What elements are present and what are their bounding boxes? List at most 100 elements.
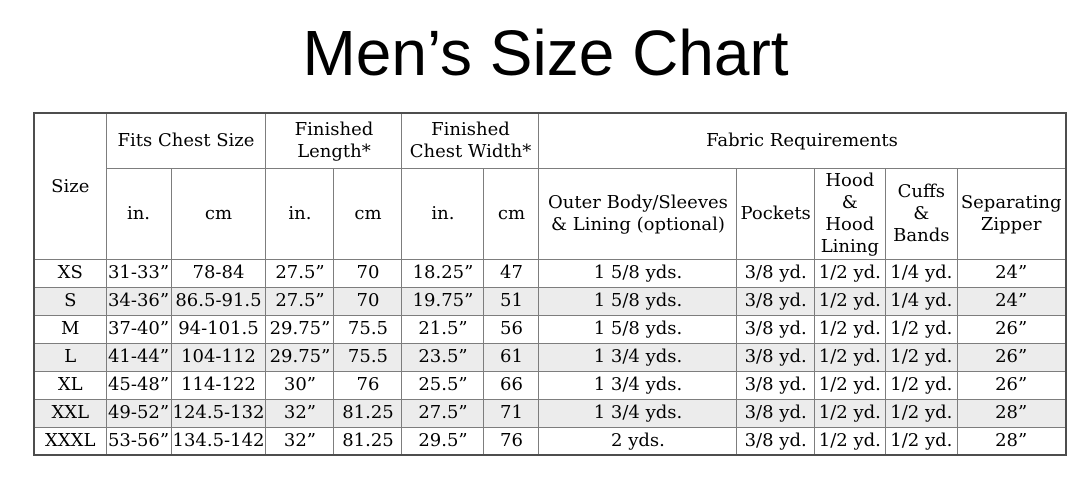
cell-finished-length-in: 29.75” bbox=[265, 342, 335, 372]
cell-fits-chest-cm: 104-112 bbox=[170, 342, 267, 372]
cell-fits-chest-in: 53-56” bbox=[105, 426, 172, 456]
size-row-xl: XL 45-48” 114-122 30” 76 25.5” 66 1 3/4 … bbox=[33, 370, 1067, 400]
cell-pockets: 3/8 yd. bbox=[736, 286, 815, 316]
cell-finished-width-cm: 47 bbox=[483, 258, 540, 288]
cell-fits-chest-in: 49-52” bbox=[105, 398, 172, 428]
cell-finished-width-in: 18.25” bbox=[401, 258, 485, 288]
subheader-zipper: Separating Zipper bbox=[956, 167, 1067, 260]
subheader-fits-chest-cm: cm bbox=[170, 167, 267, 260]
cell-finished-length-cm: 81.25 bbox=[333, 426, 403, 456]
cell-zipper: 26” bbox=[956, 370, 1067, 400]
cell-outer-body: 1 3/4 yds. bbox=[538, 398, 738, 428]
size-row-xxxl: XXXL 53-56” 134.5-142 32” 81.25 29.5” 76… bbox=[33, 426, 1067, 456]
subheader-hood: Hood & Hood Lining bbox=[813, 167, 886, 260]
page-title: Men’s Size Chart bbox=[302, 17, 789, 89]
cell-cuffs: 1/2 yd. bbox=[884, 314, 958, 344]
cell-cuffs: 1/2 yd. bbox=[884, 426, 958, 456]
cell-finished-length-in: 29.75” bbox=[265, 314, 335, 344]
cell-finished-width-in: 19.75” bbox=[401, 286, 485, 316]
cell-hood: 1/2 yd. bbox=[813, 286, 886, 316]
cell-finished-width-in: 27.5” bbox=[401, 398, 485, 428]
cell-finished-width-cm: 66 bbox=[483, 370, 540, 400]
cell-zipper: 28” bbox=[956, 398, 1067, 428]
cell-hood: 1/2 yd. bbox=[813, 314, 886, 344]
table-header: Size Fits Chest Size Finished Length* Fi… bbox=[33, 112, 1067, 260]
subheader-finished-length-cm: cm bbox=[333, 167, 403, 260]
size-row-m: M 37-40” 94-101.5 29.75” 75.5 21.5” 56 1… bbox=[33, 314, 1067, 344]
size-row-xs: XS 31-33” 78-84 27.5” 70 18.25” 47 1 5/8… bbox=[33, 258, 1067, 288]
cell-cuffs: 1/2 yd. bbox=[884, 342, 958, 372]
cell-finished-length-cm: 75.5 bbox=[333, 314, 403, 344]
cell-cuffs: 1/4 yd. bbox=[884, 258, 958, 288]
cell-finished-width-cm: 51 bbox=[483, 286, 540, 316]
size-chart-page: Men’s Size Chart Size Fits Chest Size Fi… bbox=[0, 17, 1091, 457]
cell-size: XL bbox=[33, 370, 107, 400]
cell-size: L bbox=[33, 342, 107, 372]
cell-pockets: 3/8 yd. bbox=[736, 258, 815, 288]
cell-finished-width-in: 29.5” bbox=[401, 426, 485, 456]
cell-hood: 1/2 yd. bbox=[813, 342, 886, 372]
cell-size: XS bbox=[33, 258, 107, 288]
header-size: Size bbox=[33, 112, 107, 260]
cell-finished-length-cm: 76 bbox=[333, 370, 403, 400]
cell-zipper: 26” bbox=[956, 314, 1067, 344]
cell-hood: 1/2 yd. bbox=[813, 258, 886, 288]
cell-finished-length-in: 27.5” bbox=[265, 258, 335, 288]
cell-pockets: 3/8 yd. bbox=[736, 426, 815, 456]
cell-finished-width-cm: 76 bbox=[483, 426, 540, 456]
cell-fits-chest-cm: 78-84 bbox=[170, 258, 267, 288]
header-fabric-requirements: Fabric Requirements bbox=[538, 112, 1066, 169]
cell-fits-chest-cm: 124.5-132 bbox=[170, 398, 267, 428]
cell-outer-body: 1 3/4 yds. bbox=[538, 342, 738, 372]
subheader-finished-width-cm: cm bbox=[483, 167, 540, 260]
cell-hood: 1/2 yd. bbox=[813, 398, 886, 428]
cell-finished-width-cm: 71 bbox=[483, 398, 540, 428]
size-row-s: S 34-36” 86.5-91.5 27.5” 70 19.75” 51 1 … bbox=[33, 286, 1067, 316]
cell-cuffs: 1/4 yd. bbox=[884, 286, 958, 316]
subheader-fits-chest-in: in. bbox=[105, 167, 172, 260]
cell-fits-chest-cm: 86.5-91.5 bbox=[170, 286, 267, 316]
subheader-outer-body: Outer Body/Sleeves & Lining (optional) bbox=[538, 167, 738, 260]
header-finished-chest-width: Finished Chest Width* bbox=[401, 112, 540, 169]
cell-size: XXXL bbox=[33, 426, 107, 456]
cell-zipper: 24” bbox=[956, 258, 1067, 288]
cell-finished-length-in: 30” bbox=[265, 370, 335, 400]
cell-cuffs: 1/2 yd. bbox=[884, 370, 958, 400]
cell-size: M bbox=[33, 314, 107, 344]
subheader-pockets: Pockets bbox=[736, 167, 815, 260]
cell-pockets: 3/8 yd. bbox=[736, 342, 815, 372]
cell-zipper: 28” bbox=[956, 426, 1067, 456]
cell-finished-length-cm: 70 bbox=[333, 258, 403, 288]
cell-finished-width-cm: 56 bbox=[483, 314, 540, 344]
size-row-xxl: XXL 49-52” 124.5-132 32” 81.25 27.5” 71 … bbox=[33, 398, 1067, 428]
cell-pockets: 3/8 yd. bbox=[736, 370, 815, 400]
cell-outer-body: 1 5/8 yds. bbox=[538, 314, 738, 344]
cell-fits-chest-in: 41-44” bbox=[105, 342, 172, 372]
cell-finished-width-in: 25.5” bbox=[401, 370, 485, 400]
cell-outer-body: 1 5/8 yds. bbox=[538, 286, 738, 316]
cell-hood: 1/2 yd. bbox=[813, 370, 886, 400]
cell-pockets: 3/8 yd. bbox=[736, 398, 815, 428]
table-body: XS 31-33” 78-84 27.5” 70 18.25” 47 1 5/8… bbox=[33, 258, 1067, 456]
cell-fits-chest-cm: 94-101.5 bbox=[170, 314, 267, 344]
cell-zipper: 26” bbox=[956, 342, 1067, 372]
cell-hood: 1/2 yd. bbox=[813, 426, 886, 456]
cell-finished-length-in: 32” bbox=[265, 398, 335, 428]
cell-size: S bbox=[33, 286, 107, 316]
cell-finished-width-cm: 61 bbox=[483, 342, 540, 372]
size-row-l: L 41-44” 104-112 29.75” 75.5 23.5” 61 1 … bbox=[33, 342, 1067, 372]
header-fits-chest-size: Fits Chest Size bbox=[105, 112, 267, 169]
cell-outer-body: 2 yds. bbox=[538, 426, 738, 456]
cell-fits-chest-in: 31-33” bbox=[105, 258, 172, 288]
header-group-row: Size Fits Chest Size Finished Length* Fi… bbox=[33, 112, 1066, 260]
cell-finished-length-cm: 75.5 bbox=[333, 342, 403, 372]
cell-fits-chest-in: 45-48” bbox=[105, 370, 172, 400]
cell-finished-length-in: 27.5” bbox=[265, 286, 335, 316]
cell-fits-chest-cm: 114-122 bbox=[170, 370, 267, 400]
cell-fits-chest-in: 37-40” bbox=[105, 314, 172, 344]
cell-finished-length-cm: 81.25 bbox=[333, 398, 403, 428]
subheader-finished-width-in: in. bbox=[401, 167, 485, 260]
subheader-cuffs: Cuffs & Bands bbox=[884, 167, 958, 260]
cell-finished-width-in: 23.5” bbox=[401, 342, 485, 372]
cell-zipper: 24” bbox=[956, 286, 1067, 316]
